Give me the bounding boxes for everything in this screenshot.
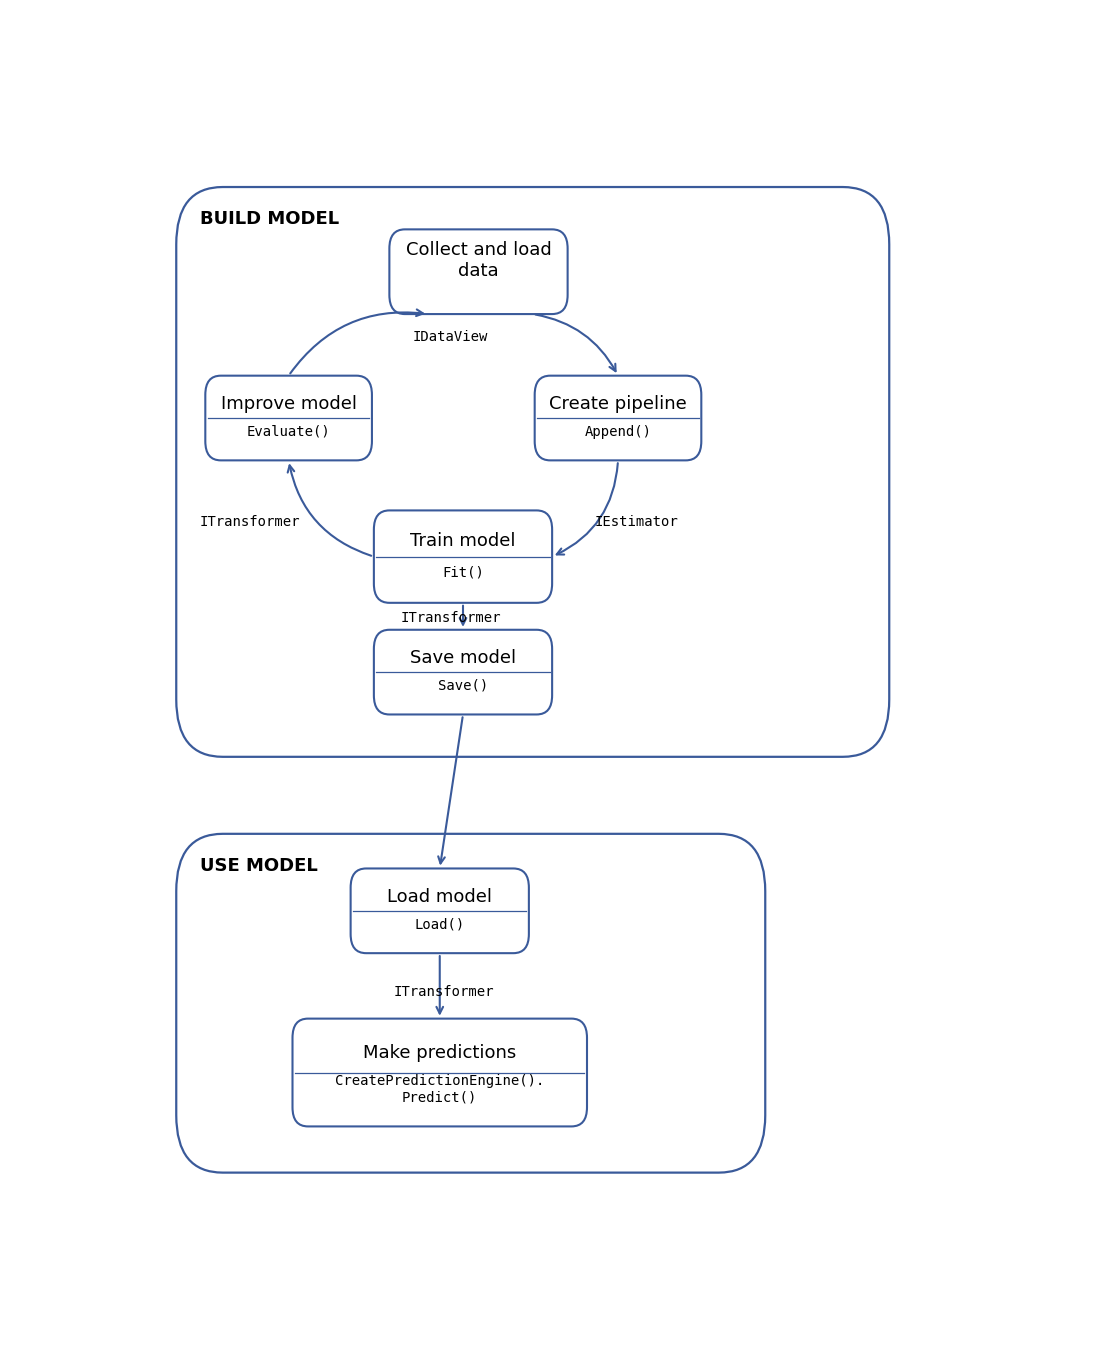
Text: Train model: Train model [410,533,516,550]
FancyBboxPatch shape [293,1019,587,1127]
Text: Append(): Append() [584,425,651,438]
Text: CreatePredictionEngine().
Predict(): CreatePredictionEngine(). Predict() [336,1075,544,1105]
Text: IDataView: IDataView [412,331,488,344]
Text: Collect and load
data: Collect and load data [406,240,551,280]
FancyBboxPatch shape [176,187,889,757]
Text: ITransformer: ITransformer [199,515,300,529]
FancyBboxPatch shape [535,376,702,460]
Text: BUILD MODEL: BUILD MODEL [199,210,339,228]
Text: Improve model: Improve model [221,395,356,413]
FancyBboxPatch shape [389,229,568,314]
Text: ITransformer: ITransformer [402,611,502,626]
Text: Save(): Save() [438,679,488,693]
Text: Evaluate(): Evaluate() [246,425,330,438]
FancyBboxPatch shape [374,511,552,602]
FancyBboxPatch shape [176,833,766,1172]
Text: Create pipeline: Create pipeline [549,395,686,413]
Text: USE MODEL: USE MODEL [199,856,317,874]
Text: IEstimator: IEstimator [595,515,679,529]
Text: ITransformer: ITransformer [394,985,494,999]
Text: Save model: Save model [410,649,516,667]
FancyBboxPatch shape [206,376,372,460]
FancyBboxPatch shape [374,630,552,714]
Text: Load(): Load() [415,918,465,932]
Text: Load model: Load model [387,888,493,906]
Text: Fit(): Fit() [442,566,484,579]
FancyBboxPatch shape [351,869,529,953]
Text: Make predictions: Make predictions [363,1044,516,1063]
